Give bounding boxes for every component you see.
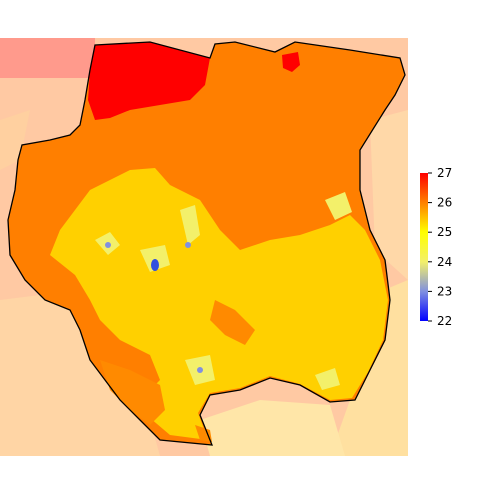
region-orange-tongue-2 bbox=[100, 360, 165, 425]
background-warm-patch bbox=[0, 38, 95, 78]
highland-spot-2 bbox=[140, 245, 170, 272]
country-border bbox=[7, 41, 406, 446]
legend: 27 26 25 24 23 22 bbox=[420, 166, 452, 328]
background-south-patch bbox=[200, 400, 345, 456]
legend-ticks: 27 26 25 24 23 22 bbox=[428, 166, 452, 328]
background-east-patch bbox=[370, 110, 408, 280]
legend-tick-label: 24 bbox=[437, 255, 452, 269]
cold-spot-2 bbox=[105, 242, 111, 248]
highland-spot-6 bbox=[315, 368, 340, 390]
region-red-north bbox=[282, 52, 300, 72]
highland-spot-3 bbox=[180, 205, 200, 245]
region-red-northwest bbox=[88, 42, 210, 120]
legend-tick-label: 27 bbox=[437, 166, 452, 180]
background-west-patch bbox=[0, 110, 30, 170]
region-orange-south-tip bbox=[195, 425, 212, 442]
cold-spot-4 bbox=[197, 367, 203, 373]
legend-color-bar bbox=[420, 173, 428, 321]
legend-tick-label: 25 bbox=[437, 225, 452, 239]
cold-spot-3 bbox=[185, 242, 191, 248]
country-raster bbox=[8, 42, 405, 445]
legend-tick-label: 23 bbox=[437, 284, 452, 298]
region-orange-tongue-1 bbox=[210, 300, 255, 345]
highland-spot-4 bbox=[325, 192, 352, 220]
legend-tick-label: 22 bbox=[437, 314, 452, 328]
cold-spot-1 bbox=[151, 259, 159, 271]
legend-tick-label: 26 bbox=[437, 196, 452, 210]
background-sw-patch bbox=[0, 290, 160, 456]
